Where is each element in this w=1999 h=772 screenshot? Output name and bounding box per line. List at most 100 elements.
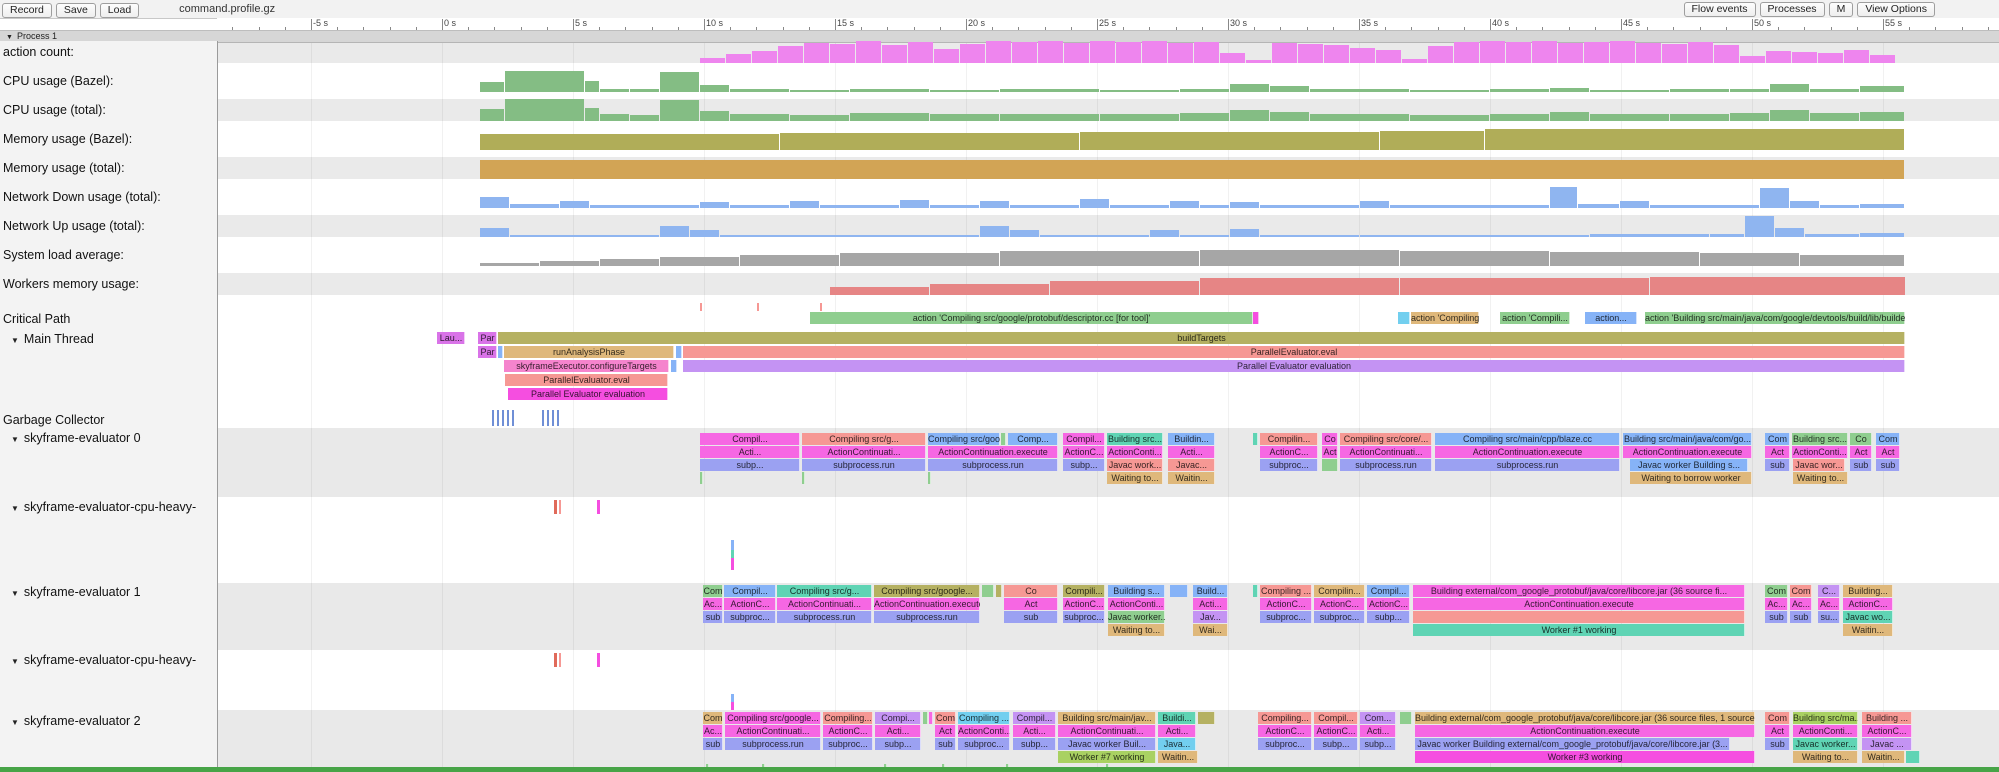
slice[interactable]: sub xyxy=(1765,611,1788,623)
counter-bar[interactable] xyxy=(480,109,504,121)
counter-bar[interactable] xyxy=(820,205,899,208)
slice[interactable]: ActionC... xyxy=(1260,446,1318,458)
slice[interactable]: ActionContinuation.execute xyxy=(1623,446,1752,458)
counter-bar[interactable] xyxy=(1506,42,1531,63)
counter-bar[interactable] xyxy=(980,226,1009,237)
slice[interactable]: Com xyxy=(1790,585,1812,597)
counter-bar[interactable] xyxy=(1818,53,1843,63)
slice[interactable]: subprocess.run xyxy=(725,738,821,750)
counter-bar[interactable] xyxy=(830,44,855,63)
track-label-skyframe-evaluator-2[interactable]: ▼ skyframe-evaluator 2 xyxy=(11,714,141,728)
counter-bar[interactable] xyxy=(1230,84,1269,92)
slice[interactable]: Comp... xyxy=(1008,433,1058,445)
counter-bar[interactable] xyxy=(1000,251,1199,266)
slice[interactable]: sub xyxy=(703,611,723,623)
slice[interactable] xyxy=(1906,751,1920,763)
slice[interactable]: Co xyxy=(1322,433,1338,445)
counter-bar[interactable] xyxy=(1710,234,1744,237)
slice[interactable]: subprocess.run xyxy=(1340,459,1432,471)
counter-bar[interactable] xyxy=(1700,253,1799,266)
slice[interactable]: sub xyxy=(1765,459,1790,471)
track-label-skyframe-evaluator-0[interactable]: ▼ skyframe-evaluator 0 xyxy=(11,431,141,445)
slice[interactable]: ActionContinuation.execute xyxy=(874,598,980,610)
slice[interactable]: Waitin... xyxy=(1168,472,1215,484)
counter-bar[interactable] xyxy=(790,201,819,208)
slice[interactable] xyxy=(1001,433,1006,445)
counter-bar[interactable] xyxy=(1000,89,1099,92)
slice[interactable]: Ac... xyxy=(1818,598,1840,610)
slice[interactable]: Building... xyxy=(1843,585,1893,597)
slice[interactable]: subprocess.run xyxy=(777,611,872,623)
slice[interactable]: su... xyxy=(1818,611,1840,623)
slice[interactable]: Co xyxy=(1850,433,1872,445)
counter-bar[interactable] xyxy=(1180,113,1229,121)
slice[interactable]: Compiling src/google/protobuf/generat... xyxy=(928,433,1000,445)
counter-bar[interactable] xyxy=(1230,202,1259,208)
slice[interactable]: Javac... xyxy=(1168,459,1215,471)
slice[interactable]: Ac... xyxy=(703,725,723,737)
slice[interactable]: Compiling src/google... xyxy=(725,712,821,724)
counter-bar[interactable] xyxy=(1485,129,1904,150)
critical-path-tick[interactable] xyxy=(700,303,702,311)
counter-bar[interactable] xyxy=(1662,44,1687,63)
counter-bar[interactable] xyxy=(730,114,789,121)
counter-bar[interactable] xyxy=(1200,205,1229,208)
slice[interactable]: subprocess.run xyxy=(874,611,980,623)
counter-bar[interactable] xyxy=(1246,60,1271,63)
counter-bar[interactable] xyxy=(840,253,999,266)
slice[interactable]: Wai... xyxy=(1193,624,1228,636)
counter-bar[interactable] xyxy=(480,82,504,92)
slice[interactable]: Waiting to... xyxy=(1107,472,1163,484)
counter-bar[interactable] xyxy=(1090,41,1115,63)
counter-bar[interactable] xyxy=(690,230,719,237)
counter-bar[interactable] xyxy=(505,71,584,92)
slice[interactable]: ActionConti... xyxy=(1793,725,1858,737)
counter-bar[interactable] xyxy=(1650,205,1759,208)
slice[interactable]: ActionContinuation.execute xyxy=(1435,446,1620,458)
slice[interactable]: Compil... xyxy=(700,433,800,445)
thread-event-tick[interactable] xyxy=(597,653,600,667)
counter-bar[interactable] xyxy=(1310,89,1409,92)
slice[interactable]: Waiting to... xyxy=(1108,624,1165,636)
slice[interactable]: Acti... xyxy=(1158,725,1196,737)
slice[interactable]: Compiling src/core/... xyxy=(1340,433,1432,445)
counter-bar[interactable] xyxy=(1180,235,1229,237)
slice[interactable]: Par xyxy=(478,332,497,344)
counter-bar[interactable] xyxy=(1376,50,1401,63)
slice[interactable]: Ac... xyxy=(1790,598,1812,610)
slice[interactable]: C... xyxy=(1818,585,1840,597)
counter-bar[interactable] xyxy=(1454,42,1479,63)
slice[interactable]: subproc... xyxy=(724,611,776,623)
slice[interactable]: Act xyxy=(1004,598,1058,610)
track-label-skyframe-evaluator-cpu-heavy-[interactable]: ▼ skyframe-evaluator-cpu-heavy- xyxy=(11,500,197,514)
thread-event-tick[interactable] xyxy=(731,694,734,702)
counter-bar[interactable] xyxy=(700,58,725,63)
slice[interactable]: Compi... xyxy=(875,712,921,724)
slice[interactable]: skyframeExecutor.configureTargets xyxy=(504,360,669,372)
slice[interactable]: subproc... xyxy=(1260,459,1318,471)
slice[interactable]: Act xyxy=(1876,446,1900,458)
slice[interactable]: Javac work... xyxy=(1107,459,1163,471)
thread-event-tick[interactable] xyxy=(559,653,561,667)
slice[interactable]: Co xyxy=(1004,585,1058,597)
slice[interactable] xyxy=(928,472,931,484)
slice[interactable]: sub xyxy=(1765,738,1790,750)
slice[interactable]: ActionC... xyxy=(1063,446,1105,458)
slice[interactable]: ActionContinuati... xyxy=(1340,446,1432,458)
slice[interactable] xyxy=(923,712,928,724)
slice[interactable]: subp... xyxy=(700,459,800,471)
slice[interactable]: Building external/com_google_protobuf/ja… xyxy=(1415,712,1755,724)
track-label-skyframe-evaluator-1[interactable]: ▼ skyframe-evaluator 1 xyxy=(11,585,141,599)
slice[interactable]: Buildi... xyxy=(1158,712,1196,724)
counter-bar[interactable] xyxy=(1410,90,1489,92)
counter-bar[interactable] xyxy=(1260,205,1359,208)
counter-bar[interactable] xyxy=(804,43,829,63)
slice[interactable]: Waiting to... xyxy=(1793,751,1858,763)
slice[interactable]: Com xyxy=(1876,433,1900,445)
toolbar-button-flow-events[interactable]: Flow events xyxy=(1683,2,1756,17)
counter-bar[interactable] xyxy=(630,115,659,121)
counter-bar[interactable] xyxy=(1110,205,1169,208)
thread-event-tick[interactable] xyxy=(559,500,561,514)
counter-bar[interactable] xyxy=(590,205,699,208)
counter-bar[interactable] xyxy=(1270,86,1309,92)
